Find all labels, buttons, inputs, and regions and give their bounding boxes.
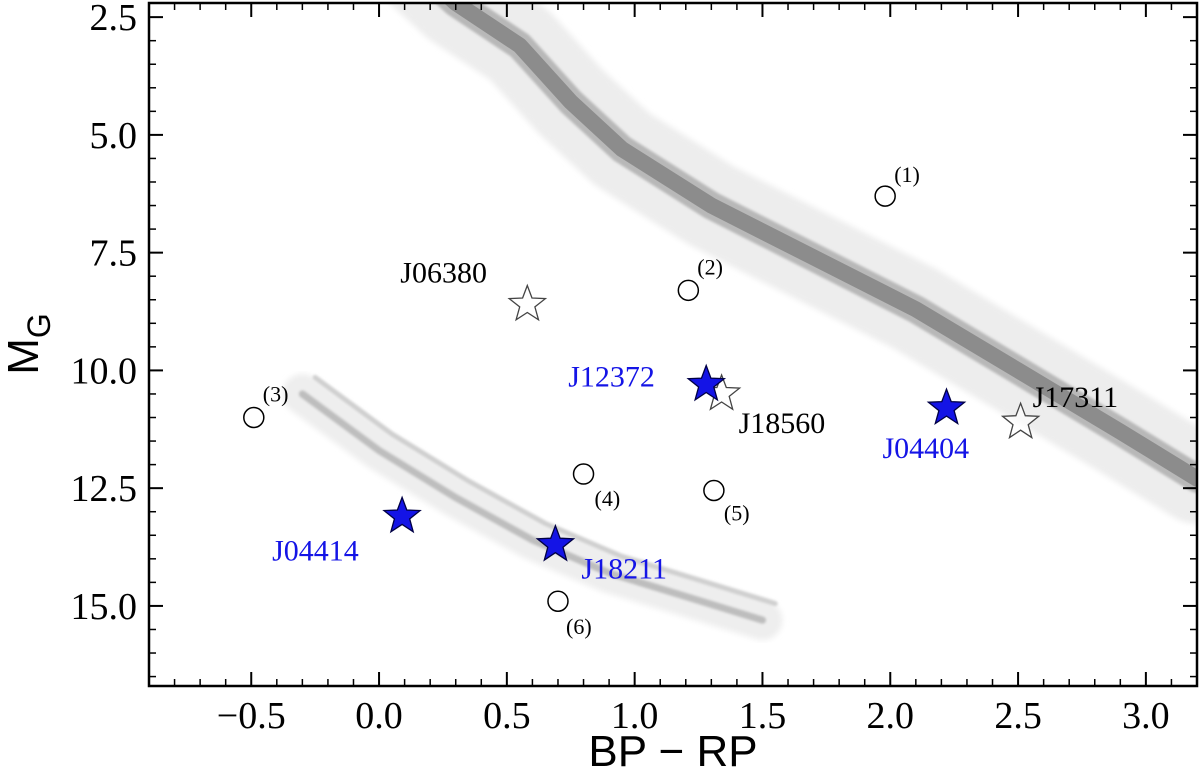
axis-tick-labels: −0.5 0.0 0.5 1.0 1.5 2.0 2.5 3.0 2.5 5.0 7.5 10.0 12… bbox=[71, 0, 1170, 737]
point-label-1: (1) bbox=[894, 162, 920, 187]
data-markers bbox=[243, 185, 1041, 612]
point-label-j17311: J17311 bbox=[1033, 381, 1119, 414]
point-label-5: (5) bbox=[724, 501, 750, 526]
white-dwarf-halo bbox=[282, 374, 783, 641]
y-tick-label: 7.5 bbox=[90, 233, 138, 275]
x-axis-title: BP − RP bbox=[588, 727, 757, 776]
x-tick-label: 1.0 bbox=[611, 695, 659, 737]
circle-marker-6 bbox=[547, 590, 569, 612]
filled-star-marker-j04414 bbox=[382, 495, 422, 534]
white-dwarf-sequence-upper bbox=[312, 375, 778, 607]
y-axis-title-main: M bbox=[0, 338, 48, 375]
x-tick-label: 1.5 bbox=[739, 695, 787, 737]
circle-marker-4 bbox=[572, 463, 595, 485]
y-tick-label: 2.5 bbox=[90, 0, 138, 39]
y-axis-title: MG bbox=[0, 313, 57, 375]
open-star-marker-j06380 bbox=[507, 283, 548, 322]
x-tick-label: 3.0 bbox=[1122, 695, 1170, 737]
point-label-j04414: J04414 bbox=[272, 534, 359, 567]
axis-ticks bbox=[148, 3, 1198, 686]
main-sequence-core bbox=[443, 3, 1197, 487]
x-tick-label: 0.0 bbox=[355, 695, 403, 737]
circle-marker-3 bbox=[243, 406, 265, 429]
point-label-6: (6) bbox=[566, 614, 592, 639]
background-density bbox=[282, 3, 1197, 641]
y-tick-label: 15.0 bbox=[71, 586, 138, 628]
open-star-marker-j17311 bbox=[1000, 401, 1041, 440]
y-tick-label: 10.0 bbox=[71, 350, 138, 392]
filled-star-marker-j12372 bbox=[686, 363, 727, 402]
plot-frame bbox=[147, 1, 1199, 688]
point-label-j04404: J04404 bbox=[883, 432, 970, 465]
y-axis-title-sub: G bbox=[21, 313, 57, 338]
circle-marker-2 bbox=[677, 279, 700, 302]
point-label-j18560: J18560 bbox=[739, 407, 826, 440]
y-tick-label: 5.0 bbox=[90, 115, 138, 157]
point-label-3: (3) bbox=[263, 382, 289, 407]
filled-star-marker-j18211 bbox=[535, 523, 576, 562]
x-tick-label: 0.5 bbox=[483, 695, 531, 737]
y-tick-label: 12.5 bbox=[71, 468, 138, 510]
x-tick-label: 2.0 bbox=[867, 695, 915, 737]
point-label-j06380: J06380 bbox=[400, 257, 487, 290]
point-label-2: (2) bbox=[697, 254, 723, 279]
x-tick-label: 2.5 bbox=[994, 695, 1042, 737]
x-tick-label: −0.5 bbox=[217, 695, 286, 737]
filled-star-marker-j04404 bbox=[926, 387, 967, 426]
circle-marker-1 bbox=[874, 185, 896, 207]
circle-marker-5 bbox=[703, 479, 725, 502]
white-dwarf-sequence bbox=[298, 390, 766, 624]
point-label-j18211: J18211 bbox=[581, 553, 667, 586]
point-label-j12372: J12372 bbox=[568, 361, 655, 394]
point-label-4: (4) bbox=[595, 486, 621, 511]
point-labels: (1) (2) (3) (4) (5) (6) J06380 J18560 J17311 J123… bbox=[263, 162, 1118, 639]
